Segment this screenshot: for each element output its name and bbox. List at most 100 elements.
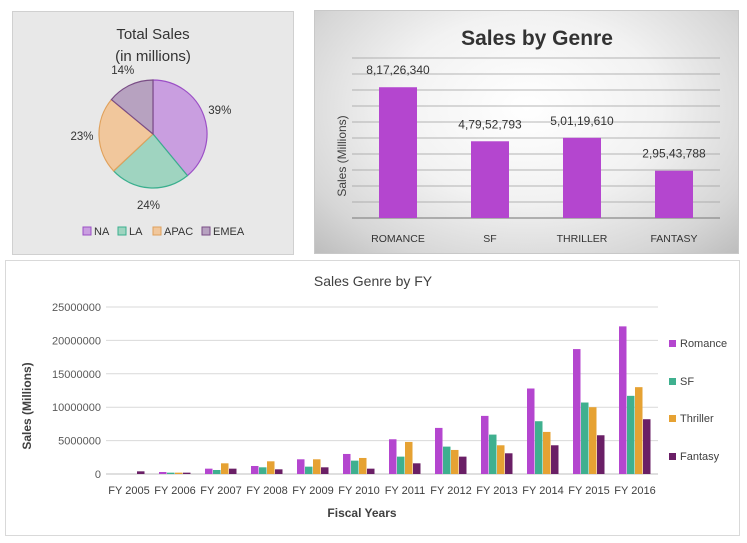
fy-bar-romance-fy-2016 [619, 326, 627, 474]
fy-bar-romance-fy-2014 [527, 388, 535, 474]
fy-bar-fantasy-fy-2015 [597, 435, 605, 474]
fy-bar-sf-fy-2013 [489, 434, 497, 474]
pie-chart: Total Sales (in millions) 39% 24% 23% 14% N… [71, 26, 245, 238]
fy-x-tick-label: FY 2015 [568, 485, 609, 497]
fy-y-tick-label: 25000000 [52, 302, 101, 314]
pie-legend-swatch-apac [152, 226, 162, 236]
fy-bar-thriller-fy-2007 [221, 463, 229, 474]
fy-bar-sf-fy-2011 [397, 456, 405, 474]
pie-legend-swatch-la [117, 226, 127, 236]
total-sales-panel: Total Sales (in millions) 39% 24% 23% 14% N… [12, 11, 294, 255]
fy-bar-sf-fy-2009 [305, 466, 313, 474]
fy-bar-thriller-fy-2010 [359, 457, 367, 474]
fy-bar-sf-fy-2010 [351, 460, 359, 474]
genre-value-label-thriller: 5,01,19,610 [550, 114, 614, 128]
genre-bar-chart: Sales by Genre Sales (Millions) 8,17,26,… [335, 27, 720, 245]
fy-x-tick-label: FY 2007 [200, 485, 241, 497]
fy-bar-fantasy-fy-2011 [413, 463, 421, 474]
pie-legend-label-apac: APAC [164, 226, 193, 238]
sales-genre-by-fy-panel: Sales Genre by FY Sales (Millions) Fisca… [5, 260, 740, 536]
fy-bar-fantasy-fy-2009 [321, 467, 329, 474]
pie-legend-swatch-na [82, 226, 92, 236]
fy-bar-thriller-fy-2012 [451, 449, 459, 474]
genre-category-label-fantasy: FANTASY [650, 233, 697, 245]
fy-bar-romance-fy-2010 [343, 453, 351, 474]
fy-bar-fantasy-fy-2006 [183, 472, 191, 474]
fy-y-tick-label: 0 [95, 469, 101, 481]
pie-legend-label-emea: EMEA [213, 226, 245, 238]
fy-bar-sf-fy-2012 [443, 446, 451, 474]
fy-y-tick-label: 15000000 [52, 369, 101, 381]
fy-bar-thriller-fy-2016 [635, 387, 643, 474]
fy-bar-sf-fy-2008 [259, 467, 267, 474]
fy-bar-fantasy-fy-2008 [275, 469, 283, 474]
genre-bar-sf [471, 141, 509, 218]
fy-y-tick-label: 20000000 [52, 335, 101, 347]
fy-x-tick-label: FY 2010 [338, 485, 379, 497]
fy-bar-thriller-fy-2014 [543, 431, 551, 474]
fy-bar-fantasy-fy-2010 [367, 468, 375, 474]
fy-legend-swatch-romance [669, 340, 676, 347]
pie-slice-apac [98, 98, 154, 172]
fy-bar-sf-fy-2007 [213, 469, 221, 474]
genre-category-label-thriller: THRILLER [557, 233, 608, 245]
genre-chart-title: Sales by Genre [461, 27, 613, 50]
pie-legend-label-la: LA [129, 226, 143, 238]
pie-legend-swatch-emea [201, 226, 211, 236]
fy-legend-label-fantasy: Fantasy [680, 451, 720, 463]
fy-x-tick-label: FY 2016 [614, 485, 655, 497]
fy-bar-romance-fy-2013 [481, 415, 489, 474]
fy-bar-romance-fy-2012 [435, 427, 443, 474]
fy-bar-fantasy-fy-2016 [643, 419, 651, 474]
fy-y-tick-label: 10000000 [52, 402, 101, 414]
genre-value-label-romance: 8,17,26,340 [366, 63, 430, 77]
fy-bar-sf-fy-2016 [627, 395, 635, 474]
pie-title: Total Sales [116, 26, 189, 43]
fy-bar-romance-fy-2015 [573, 349, 581, 474]
fy-x-tick-label: FY 2009 [292, 485, 333, 497]
fy-x-tick-label: FY 2011 [385, 485, 426, 497]
fy-bar-fantasy-fy-2013 [505, 453, 513, 474]
genre-category-label-romance: ROMANCE [371, 233, 425, 245]
fy-legend-swatch-fantasy [669, 453, 676, 460]
fy-x-axis-label: Fiscal Years [327, 506, 396, 520]
fy-bar-romance-fy-2011 [389, 439, 397, 474]
pie-data-label-na: 39% [208, 105, 231, 117]
fy-bar-thriller-fy-2011 [405, 441, 413, 474]
genre-value-label-fantasy: 2,95,43,788 [642, 147, 706, 161]
fy-grouped-bar-chart: Sales Genre by FY Sales (Millions) Fisca… [20, 273, 727, 520]
fy-legend-label-romance: Romance [680, 338, 727, 350]
genre-bar-thriller [563, 137, 601, 218]
pie-slice-na [152, 79, 208, 177]
fy-y-tick-label: 5000000 [58, 436, 101, 448]
fy-bar-romance-fy-2009 [297, 459, 305, 474]
fy-bar-sf-fy-2014 [535, 421, 543, 474]
pie-slice-la [112, 133, 189, 189]
sales-by-genre-panel: Sales by Genre Sales (Millions) 8,17,26,… [314, 10, 739, 254]
fy-chart-title: Sales Genre by FY [314, 273, 433, 289]
fy-bar-romance-fy-2008 [251, 465, 259, 474]
genre-bar-fantasy [655, 170, 693, 218]
genre-category-label-sf: SF [483, 233, 496, 245]
fy-bar-thriller-fy-2008 [267, 461, 275, 474]
genre-bar-romance [379, 87, 417, 218]
fy-legend-label-thriller: Thriller [680, 413, 714, 425]
genre-y-axis-label: Sales (Millions) [335, 115, 349, 196]
fy-bar-fantasy-fy-2012 [459, 456, 467, 474]
fy-x-tick-label: FY 2008 [246, 485, 287, 497]
fy-bar-thriller-fy-2015 [589, 407, 597, 474]
pie-data-label-la: 24% [137, 200, 160, 212]
pie-legend-label-na: NA [94, 226, 110, 238]
fy-y-axis-label: Sales (Millions) [20, 362, 34, 449]
fy-bar-romance-fy-2007 [205, 468, 213, 474]
pie-data-label-emea: 14% [111, 65, 134, 77]
fy-bar-thriller-fy-2006 [175, 472, 183, 474]
fy-bar-thriller-fy-2013 [497, 445, 505, 474]
fy-x-tick-label: FY 2005 [108, 485, 149, 497]
pie-slice-emea [110, 79, 154, 136]
fy-bar-thriller-fy-2009 [313, 459, 321, 474]
fy-bar-fantasy-fy-2007 [229, 468, 237, 474]
fy-x-tick-label: FY 2013 [476, 485, 517, 497]
fy-legend-label-sf: SF [680, 376, 694, 388]
fy-bar-sf-fy-2006 [167, 472, 175, 474]
